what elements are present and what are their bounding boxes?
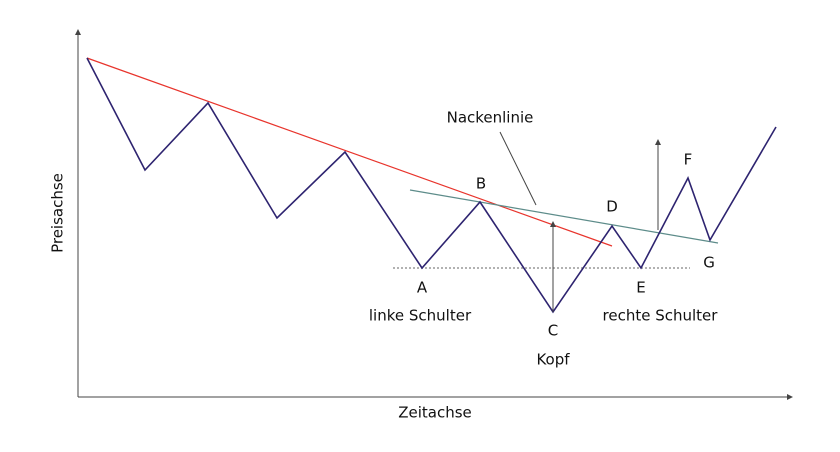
point-label: F [684, 151, 693, 169]
caption: linke Schulter [369, 307, 472, 325]
caption: rechte Schulter [603, 307, 719, 325]
point-label: E [636, 279, 645, 297]
point-label: C [548, 322, 558, 340]
point-label: A [417, 279, 428, 297]
neckline-label: Nackenlinie [447, 109, 534, 127]
caption: Kopf [536, 351, 570, 369]
y-axis-label: Preisachse [49, 173, 67, 253]
point-label: G [703, 254, 715, 272]
neckline [409, 189, 719, 244]
point-label: D [606, 198, 618, 216]
price-line [86, 57, 777, 314]
pointer-line [499, 131, 537, 206]
trend-line [86, 57, 613, 247]
point-label: B [476, 175, 486, 193]
x-axis-label: Zeitachse [398, 404, 472, 422]
